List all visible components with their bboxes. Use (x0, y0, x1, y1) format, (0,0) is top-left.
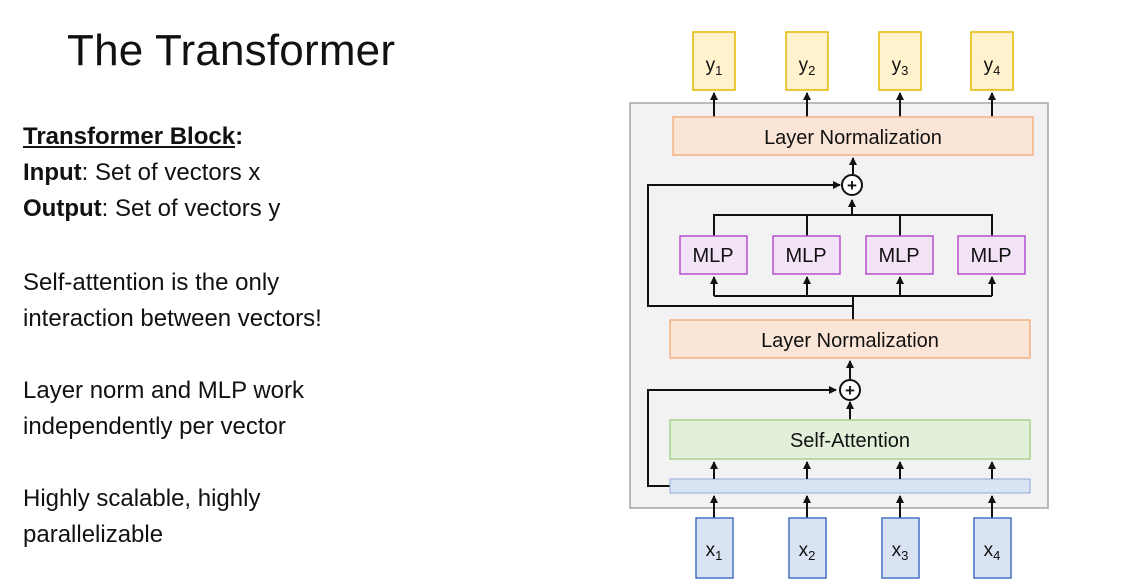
input-x3-box (881, 517, 920, 579)
mlp-box-1 (679, 235, 748, 275)
plus-node-bottom: + (839, 379, 861, 401)
input-arrows (710, 495, 996, 518)
note-line: Highly scalable, highly (23, 485, 261, 512)
output-y2-box (785, 31, 829, 91)
block-heading-colon: : (235, 123, 244, 150)
output-y3-box (878, 31, 922, 91)
block-heading: Transformer Block (23, 123, 236, 150)
input-x3-label: x3 (892, 540, 909, 563)
output-y1-label: y1 (706, 55, 723, 78)
self-attention-note: Self-attention is the only interaction b… (23, 265, 322, 337)
mlp-label-2: MLP (785, 245, 826, 267)
mlp-box-2 (772, 235, 841, 275)
transformer-block-description: Transformer Block: Input: Set of vectors… (23, 119, 280, 227)
output-y4-box (970, 31, 1014, 91)
input-x4-box (973, 517, 1012, 579)
mlp-layer: MLP MLP MLP MLP (679, 235, 1026, 275)
layer-norm-bottom-label: Layer Normalization (761, 330, 939, 352)
mlp-box-4 (957, 235, 1026, 275)
output-text: : Set of vectors y (101, 195, 281, 222)
input-x2-box (788, 517, 827, 579)
svg-text:+: + (847, 176, 857, 195)
input-line: Input: Set of vectors x (23, 155, 280, 191)
note-line: Layer norm and MLP work (23, 377, 305, 404)
output-line: Output: Set of vectors y (23, 191, 280, 227)
layer-norm-bottom-box (669, 319, 1031, 359)
input-vector-bar (669, 478, 1031, 494)
mlp-input-bus (710, 276, 996, 320)
note-line: interaction between vectors! (23, 305, 322, 332)
mlp-output-bus (713, 199, 993, 236)
output-y4-label: y4 (984, 55, 1001, 78)
output-arrows (710, 92, 996, 117)
input-x1-label: x1 (706, 540, 723, 563)
output-label: Output (23, 195, 102, 222)
output-y2-label: y2 (799, 55, 816, 78)
output-vectors: y1 y2 y3 y4 (692, 31, 1014, 91)
input-text: : Set of vectors x (81, 159, 261, 186)
input-x4-label: x4 (984, 540, 1001, 563)
svg-text:+: + (845, 381, 855, 400)
residual-connection-bottom (647, 360, 854, 487)
mlp-label-3: MLP (878, 245, 919, 267)
self-attention-box (669, 419, 1031, 460)
mlp-box-3 (865, 235, 934, 275)
slide-title: The Transformer (67, 26, 396, 75)
note-line: Self-attention is the only (23, 269, 280, 296)
input-vectors: x1 x2 x3 x4 (695, 517, 1012, 579)
mlp-label-4: MLP (970, 245, 1011, 267)
output-y3-label: y3 (892, 55, 909, 78)
scalability-note: Highly scalable, highly parallelizable (23, 481, 260, 553)
layer-norm-top-label: Layer Normalization (764, 127, 942, 149)
self-attention-label: Self-Attention (790, 430, 910, 452)
plus-node-top: + (841, 174, 863, 196)
input-x1-box (695, 517, 734, 579)
output-y1-box (692, 31, 736, 91)
layer-norm-top-box (672, 116, 1034, 156)
attention-input-arrows (710, 461, 996, 479)
input-label: Input (23, 159, 82, 186)
layer-norm-note: Layer norm and MLP work independently pe… (23, 373, 304, 445)
note-line: parallelizable (23, 521, 164, 548)
block-heading-line: Transformer Block: (23, 119, 280, 155)
input-x2-label: x2 (799, 540, 816, 563)
note-line: independently per vector (23, 413, 286, 440)
mlp-label-1: MLP (692, 245, 733, 267)
